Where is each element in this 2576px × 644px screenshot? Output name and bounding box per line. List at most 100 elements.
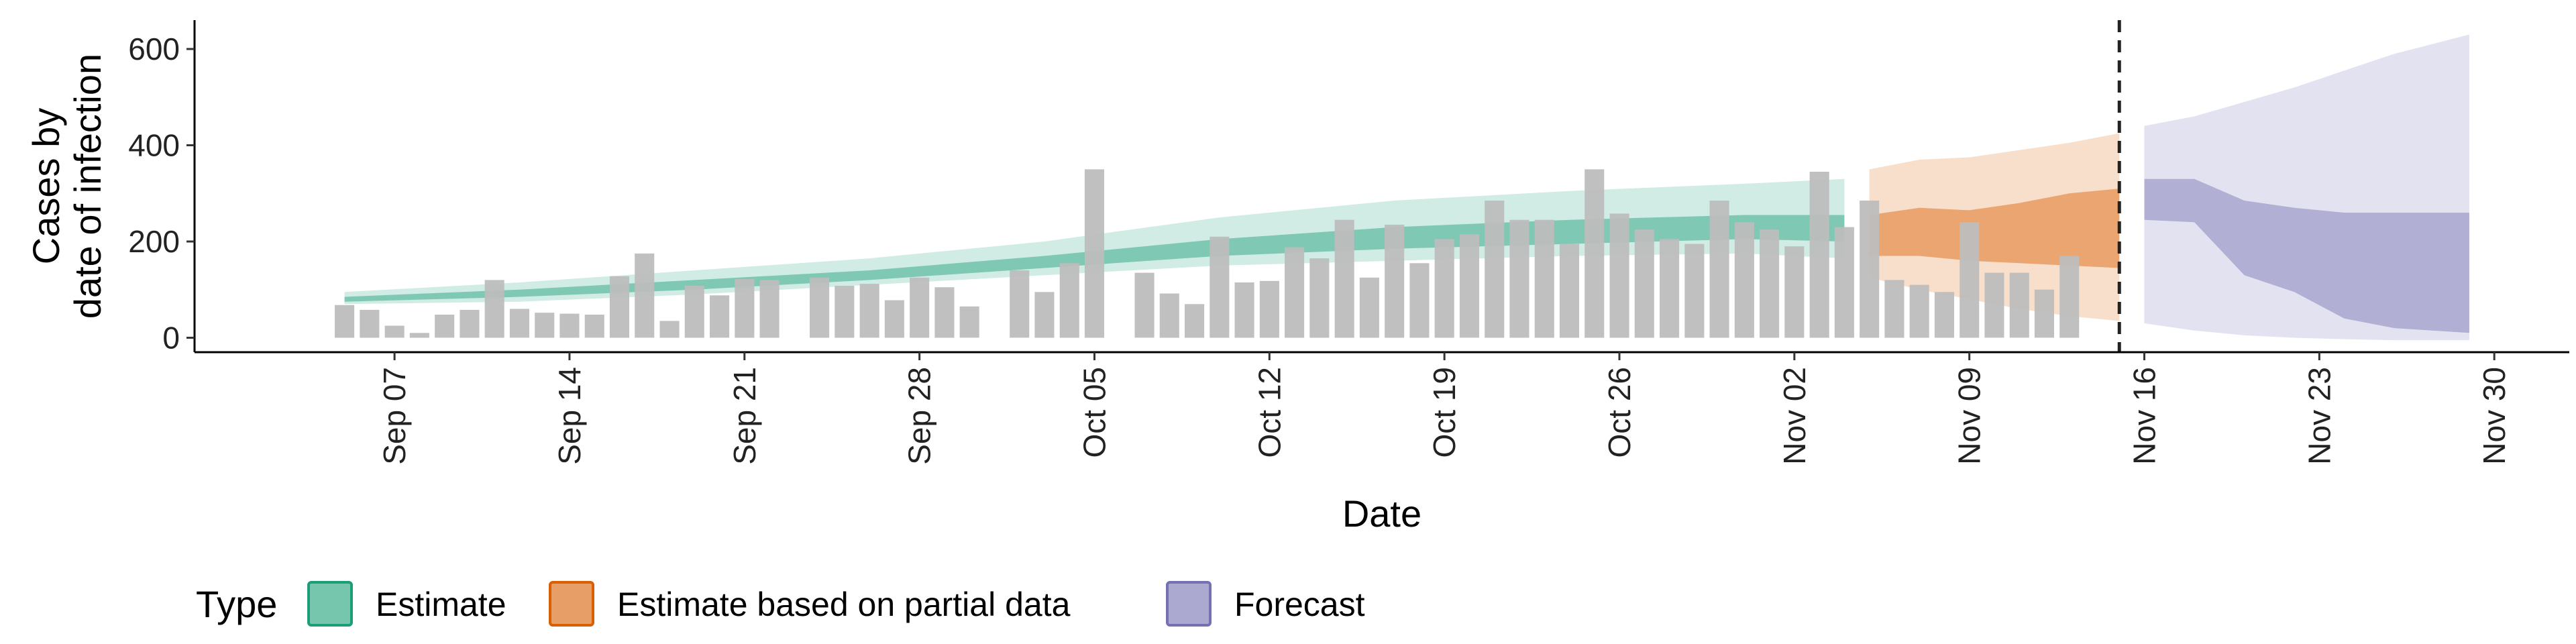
x-tick-label: Oct 05 bbox=[1077, 367, 1112, 458]
forecast-legend-swatch bbox=[1166, 581, 1212, 627]
forecast-legend-label: Forecast bbox=[1234, 586, 1365, 623]
case-bar bbox=[1459, 234, 1479, 338]
axes bbox=[193, 20, 2569, 354]
estimate-based-on-partial-data-legend-swatch bbox=[549, 581, 594, 627]
case-bar bbox=[1660, 239, 1680, 338]
x-tick-label: Oct 19 bbox=[1427, 367, 1462, 458]
x-tick-label: Oct 12 bbox=[1252, 367, 1287, 458]
case-bar bbox=[1185, 304, 1205, 338]
case-bar bbox=[1259, 280, 1279, 338]
case-bar bbox=[1684, 244, 1705, 338]
y-tick-label: 600 bbox=[128, 32, 180, 66]
case-bar bbox=[835, 286, 855, 338]
case-bar bbox=[1234, 282, 1254, 338]
y-tick-label: 200 bbox=[128, 224, 180, 259]
case-bar bbox=[1509, 219, 1529, 338]
case-bar bbox=[1210, 236, 1230, 338]
case-bar bbox=[1034, 292, 1055, 338]
x-axis-title: Date bbox=[1342, 492, 1421, 535]
estimate-legend-label: Estimate bbox=[376, 586, 506, 623]
x-tick-label: Nov 23 bbox=[2302, 367, 2337, 465]
x-tick-label: Sep 14 bbox=[552, 367, 587, 465]
estimate-based-on-partial-data-legend-label: Estimate based on partial data bbox=[617, 586, 1071, 623]
x-tick-label: Nov 30 bbox=[2477, 367, 2512, 465]
estimate-legend-swatch bbox=[307, 581, 353, 627]
case-bar bbox=[1334, 219, 1354, 338]
case-bar bbox=[884, 300, 904, 338]
y-axis-title-line-1: Cases by bbox=[25, 108, 67, 264]
case-bar bbox=[1309, 258, 1330, 338]
forecast-inner-band bbox=[2144, 178, 2469, 333]
case-bar bbox=[484, 280, 504, 338]
case-bar bbox=[1809, 172, 1829, 338]
case-bar bbox=[1760, 229, 1780, 338]
observed-cases-bars bbox=[335, 169, 2080, 338]
case-bar bbox=[584, 315, 604, 338]
case-bar bbox=[910, 277, 930, 338]
case-bar bbox=[360, 309, 380, 338]
x-tick-label: Nov 09 bbox=[1952, 367, 1987, 465]
x-tick-label: Sep 21 bbox=[727, 367, 762, 465]
case-bar bbox=[1909, 284, 1929, 338]
case-bar bbox=[559, 313, 580, 338]
x-tick-label: Nov 16 bbox=[2127, 367, 2162, 465]
case-bar bbox=[1609, 213, 1629, 338]
forecast-outer-band bbox=[2144, 34, 2469, 341]
estimate-based-on-partial-data-outer-band bbox=[1869, 133, 2120, 321]
case-bar bbox=[1534, 219, 1554, 338]
case-bar bbox=[1485, 201, 1505, 338]
y-axis-ticks: 0 200 400 600 bbox=[128, 32, 195, 355]
case-bar bbox=[759, 280, 780, 338]
case-bar bbox=[1559, 244, 1579, 338]
case-bar bbox=[1134, 272, 1155, 338]
case-bar bbox=[659, 321, 680, 338]
case-bar bbox=[609, 276, 629, 338]
case-bar bbox=[1385, 224, 1405, 338]
case-bar bbox=[1709, 201, 1729, 338]
case-bar bbox=[959, 306, 979, 338]
estimate-based-on-partial-data-inner-band bbox=[1869, 189, 2120, 268]
case-bar bbox=[435, 315, 455, 338]
case-bar bbox=[2034, 289, 2054, 338]
x-tick-label: Nov 02 bbox=[1777, 367, 1812, 465]
case-bar bbox=[384, 325, 405, 338]
case-bar bbox=[1734, 222, 1754, 338]
case-bar bbox=[1960, 222, 1980, 338]
y-tick-label: 0 bbox=[162, 320, 180, 355]
case-bar bbox=[1285, 247, 1305, 338]
case-bar bbox=[1585, 169, 1605, 338]
case-bar bbox=[934, 287, 955, 338]
case-bar bbox=[859, 284, 879, 338]
legend: Type Estimate Estimate based on partial d… bbox=[196, 581, 1365, 627]
case-bar bbox=[460, 309, 480, 338]
case-bar bbox=[635, 253, 655, 338]
case-bar bbox=[1860, 201, 1880, 338]
case-bar bbox=[1159, 293, 1179, 338]
legend-title: Type bbox=[196, 583, 277, 625]
case-bar bbox=[1784, 246, 1805, 338]
case-bar bbox=[509, 309, 529, 338]
case-bar bbox=[1010, 270, 1030, 338]
case-bar bbox=[335, 305, 355, 338]
case-bar bbox=[1084, 169, 1104, 338]
y-axis-title-line-2: date of infection bbox=[66, 54, 109, 319]
x-tick-label: Sep 28 bbox=[902, 367, 937, 465]
case-bar bbox=[1984, 272, 2004, 338]
case-bar bbox=[1934, 292, 1954, 338]
x-axis-ticks: Sep 07 Sep 14 Sep 21 Sep 28 Oct 05 Oct 12 Oct … bbox=[377, 352, 2512, 465]
x-tick-label: Sep 07 bbox=[377, 367, 412, 465]
case-bar bbox=[1359, 277, 1379, 338]
case-bar bbox=[1409, 263, 1430, 338]
case-bar bbox=[409, 333, 429, 338]
x-tick-label: Oct 26 bbox=[1602, 367, 1637, 458]
case-bar bbox=[1434, 239, 1454, 338]
case-bar bbox=[535, 313, 555, 338]
case-bar bbox=[1834, 227, 1854, 338]
case-bar bbox=[1059, 263, 1079, 338]
case-bar bbox=[710, 295, 730, 338]
y-tick-label: 400 bbox=[128, 128, 180, 163]
case-bar bbox=[735, 279, 755, 338]
case-bar bbox=[1634, 229, 1654, 338]
case-bar bbox=[684, 286, 704, 338]
